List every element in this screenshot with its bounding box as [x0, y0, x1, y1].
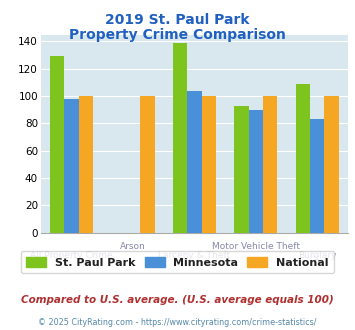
Bar: [248, 110, 263, 233]
Text: © 2025 CityRating.com - https://www.cityrating.com/crime-statistics/: © 2025 CityRating.com - https://www.city…: [38, 318, 317, 327]
Text: Arson: Arson: [120, 242, 146, 250]
Bar: [202, 96, 216, 233]
Text: Burglary: Burglary: [298, 251, 337, 260]
Text: Larceny & Theft: Larceny & Theft: [158, 251, 230, 260]
Bar: [64, 99, 79, 233]
Bar: [263, 96, 278, 233]
Bar: [140, 96, 155, 233]
Bar: [310, 119, 324, 233]
Bar: [173, 43, 187, 233]
Text: 2019 St. Paul Park: 2019 St. Paul Park: [105, 13, 250, 27]
Bar: [187, 91, 202, 233]
Text: All Property Crime: All Property Crime: [30, 251, 113, 260]
Text: Property Crime Comparison: Property Crime Comparison: [69, 28, 286, 42]
Bar: [79, 96, 93, 233]
Bar: [324, 96, 339, 233]
Bar: [234, 106, 248, 233]
Text: Compared to U.S. average. (U.S. average equals 100): Compared to U.S. average. (U.S. average …: [21, 295, 334, 305]
Text: Motor Vehicle Theft: Motor Vehicle Theft: [212, 242, 300, 250]
Legend: St. Paul Park, Minnesota, National: St. Paul Park, Minnesota, National: [21, 251, 334, 273]
Bar: [295, 84, 310, 233]
Bar: [50, 56, 64, 233]
